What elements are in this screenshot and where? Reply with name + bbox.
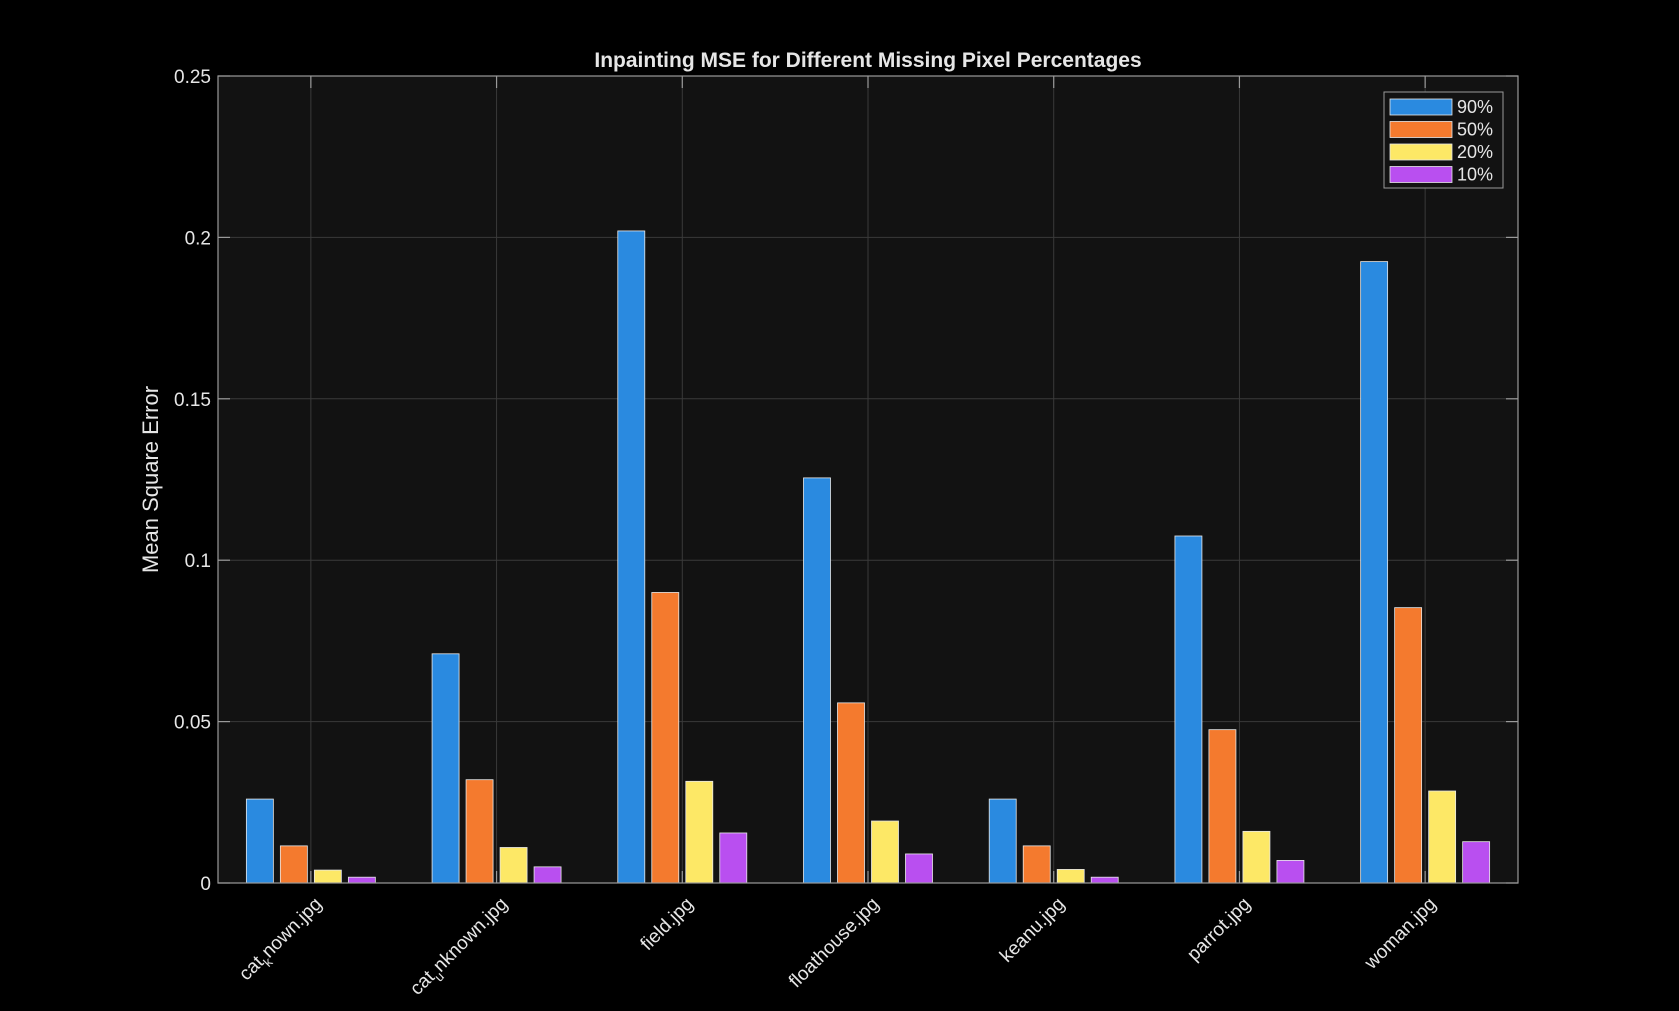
bar-90pct-5: [1174, 535, 1203, 884]
y-tick-label: 0.2: [185, 228, 211, 249]
bar-10pct-6: [1462, 841, 1491, 884]
bar-20pct-0: [313, 869, 342, 884]
bar-90pct-4: [988, 798, 1017, 884]
chart-title: Inpainting MSE for Different Missing Pix…: [594, 49, 1141, 72]
bar-20pct-5: [1242, 830, 1271, 884]
legend-swatch: [1389, 166, 1453, 183]
bar-90pct-0: [245, 798, 274, 884]
y-tick-label: 0.25: [174, 67, 211, 88]
bar-20pct-6: [1428, 790, 1457, 884]
bar-20pct-1: [499, 847, 528, 884]
bar-20pct-4: [1056, 869, 1085, 884]
bar-10pct-1: [533, 866, 562, 884]
legend-swatch: [1389, 121, 1453, 138]
legend-swatch: [1389, 98, 1453, 116]
bar-20pct-2: [685, 780, 714, 884]
bar-90pct-6: [1360, 261, 1389, 884]
bar-10pct-2: [719, 832, 748, 884]
bar-90pct-2: [617, 230, 646, 884]
bar-50pct-0: [279, 845, 308, 884]
bar-50pct-5: [1208, 729, 1237, 884]
bar-10pct-5: [1276, 860, 1305, 884]
bar-20pct-3: [871, 820, 899, 884]
bar-50pct-2: [651, 592, 680, 884]
y-tick-label: 0.1: [185, 551, 211, 572]
bar-50pct-4: [1022, 845, 1051, 884]
bar-10pct-0: [347, 876, 376, 884]
legend-entry: 90%: [1457, 97, 1493, 117]
y-axis: 0 0.05 0.1 0.15 0.2 0.25: [174, 67, 1518, 895]
bars: [245, 230, 1491, 884]
legend: 90% 50%20% 10%: [1383, 91, 1504, 189]
legend-entry: 20%: [1457, 142, 1493, 162]
y-axis-label: Mean Square Error: [138, 386, 163, 573]
bar-90pct-3: [803, 477, 831, 884]
legend-swatch: [1389, 143, 1453, 161]
bar-50pct-3: [837, 702, 865, 884]
y-tick-label: 0.15: [174, 390, 211, 411]
bar-10pct-4: [1090, 876, 1119, 884]
bar-50pct-6: [1394, 607, 1423, 884]
bar-50pct-1: [465, 779, 494, 884]
y-tick-label: 0: [200, 874, 211, 895]
legend-entry: 10%: [1457, 165, 1493, 185]
bar-90pct-1: [431, 653, 460, 884]
bar-10pct-3: [905, 853, 933, 884]
y-tick-label: 0.05: [174, 713, 211, 734]
legend-entry: 50%: [1457, 120, 1493, 140]
